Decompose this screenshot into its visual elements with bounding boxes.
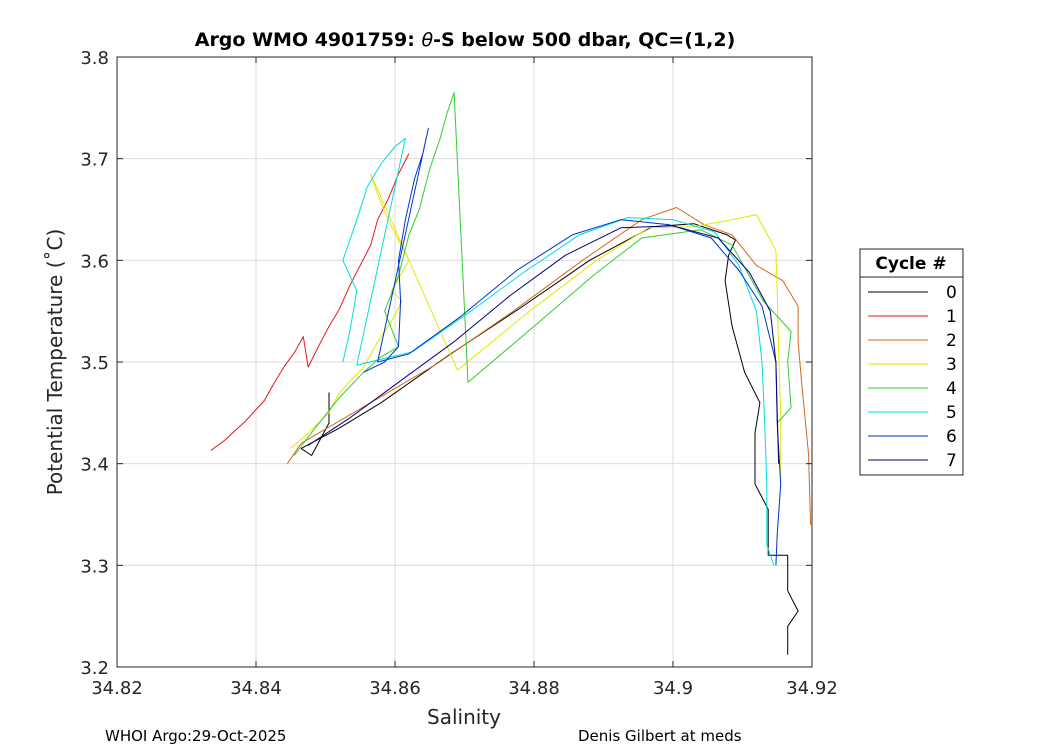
legend-label-cycle-0: 0	[946, 283, 957, 303]
x-tick-label: 34.82	[91, 678, 143, 699]
x-axis-label: Salinity	[427, 705, 501, 729]
y-tick-label: 3.3	[80, 556, 109, 577]
x-tick-label: 34.9	[653, 678, 693, 699]
grid-lines	[117, 57, 812, 667]
y-tick-label: 3.2	[80, 658, 109, 679]
x-tick-label: 34.88	[508, 678, 560, 699]
axis-ticks: 34.82 34.84 34.86 34.88 34.9 34.92 3.2 3.3 3.4 3.…	[80, 48, 837, 699]
y-tick-label: 3.8	[80, 48, 109, 69]
series-line-cycle-7	[307, 225, 780, 464]
series-line-cycle-0	[300, 223, 799, 655]
y-tick-label: 3.6	[80, 251, 109, 272]
x-tick-label: 34.92	[786, 678, 838, 699]
legend-label-cycle-3: 3	[946, 355, 957, 375]
x-tick-label: 34.86	[369, 678, 421, 699]
y-tick-label: 3.7	[80, 150, 109, 171]
chart-title: Argo WMO 4901759: θ-S below 500 dbar, QC…	[195, 29, 736, 51]
legend-title: Cycle #	[875, 254, 946, 274]
legend-label-cycle-6: 6	[946, 427, 957, 447]
legend-entries: 0 1 2 3 4 5 6 7	[868, 283, 957, 471]
legend-box	[859, 248, 964, 476]
legend: Cycle # 0 1 2 3 4 5 6 7	[859, 248, 964, 476]
series-line-cycle-1	[210, 153, 410, 451]
series-line-cycle-4	[293, 92, 792, 456]
footer-left: WHOI Argo:29-Oct-2025	[105, 727, 286, 745]
y-axis-label: Potential Temperature (˚C)	[43, 229, 67, 496]
legend-label-cycle-1: 1	[946, 307, 957, 327]
legend-label-cycle-2: 2	[946, 331, 957, 351]
legend-label-cycle-4: 4	[946, 379, 957, 399]
footer-right: Denis Gilbert at meds	[578, 727, 742, 745]
x-tick-label: 34.84	[230, 678, 282, 699]
legend-label-cycle-7: 7	[946, 451, 957, 471]
series-line-cycle-5	[342, 137, 775, 566]
y-tick-label: 3.5	[80, 353, 109, 374]
y-tick-label: 3.4	[80, 455, 109, 476]
plot-lines	[210, 92, 812, 655]
legend-label-cycle-5: 5	[946, 403, 957, 423]
